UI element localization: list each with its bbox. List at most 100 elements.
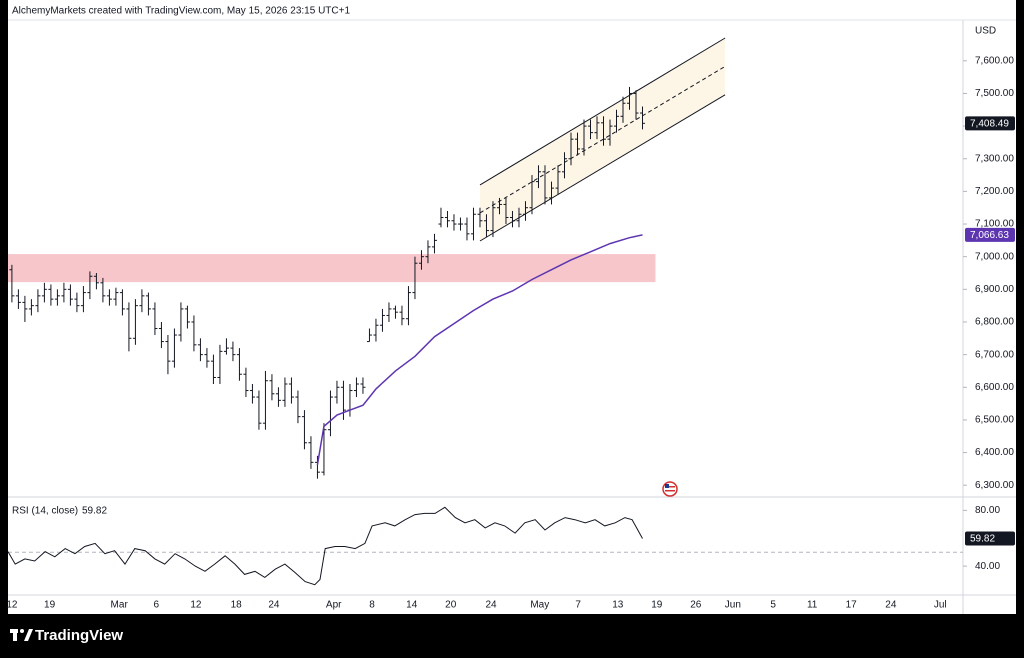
x-tick-label: 6 — [153, 600, 159, 611]
y-tick-label: 7,500.00 — [975, 88, 1014, 99]
ohlc-bar — [490, 201, 496, 238]
ohlc-bar — [80, 286, 86, 313]
ohlc-bar — [217, 344, 223, 385]
ohlc-bar — [353, 377, 359, 398]
x-tick-label: 24 — [885, 600, 897, 611]
x-tick-label: 11 — [807, 600, 818, 611]
ohlc-bar — [87, 271, 93, 300]
ohlc-bar — [626, 86, 632, 110]
ma-last-label-box — [965, 227, 1015, 242]
ohlc-bar — [633, 90, 639, 120]
x-tick-label: May — [530, 600, 549, 611]
y-tick-label: 6,800.00 — [975, 317, 1014, 328]
ohlc-bar — [191, 315, 197, 352]
ohlc-bar — [301, 410, 307, 450]
ohlc-bar — [509, 210, 515, 228]
ohlc-bar — [139, 289, 145, 313]
y-tick-label: 6,300.00 — [975, 480, 1014, 491]
rsi-line — [7, 506, 643, 586]
channel-upper — [479, 37, 726, 186]
x-tick-label: 24 — [268, 600, 280, 611]
ohlc-bar — [61, 282, 67, 303]
y-tick-label: 6,700.00 — [975, 349, 1014, 360]
y-tick-label: 7,200.00 — [975, 186, 1014, 197]
x-tick-label: 20 — [445, 600, 457, 611]
x-tick-label: 26 — [690, 600, 702, 611]
ohlc-bar — [145, 292, 151, 316]
y-tick-label: 7,000.00 — [975, 251, 1014, 262]
ohlc-bar — [360, 377, 366, 394]
ohlc-bar — [594, 116, 600, 140]
ohlc-bar — [438, 207, 444, 228]
ohlc-bar — [288, 377, 294, 404]
ohlc-bar — [113, 287, 119, 306]
ohlc-bar — [256, 390, 262, 430]
ohlc-bar — [171, 328, 177, 368]
zone — [8, 254, 656, 283]
ohlc-bar — [477, 207, 483, 228]
last-price-label-box — [965, 116, 1015, 131]
x-tick-label: Apr — [326, 600, 342, 611]
last-price-label: 7,408.49 — [970, 118, 1009, 129]
plot — [8, 37, 726, 479]
x-tick-label: 12 — [190, 600, 202, 611]
channel-lower — [479, 94, 726, 242]
ohlc-bar — [93, 273, 99, 290]
ohlc-bar — [613, 109, 619, 133]
ohlc-bar — [327, 390, 333, 437]
ohlc-bar — [412, 256, 418, 300]
ma-last-label: 7,066.63 — [970, 230, 1009, 241]
footer-brand: TradingView — [35, 627, 123, 644]
ohlc-bar — [15, 289, 21, 309]
ohlc-bar — [74, 292, 80, 313]
rsi-title: RSI (14, close) — [12, 506, 78, 517]
ohlc-bar — [197, 338, 203, 362]
ohlc-bar — [620, 96, 626, 123]
ohlc-bar — [262, 370, 268, 430]
ohlc-bar — [236, 348, 242, 381]
ohlc-bar — [431, 233, 437, 254]
ohlc-bar — [574, 132, 580, 156]
ohlc-bar — [249, 384, 255, 404]
ohlc-bar — [54, 289, 60, 306]
ohlc-bar — [399, 305, 405, 326]
x-tick-label: 7 — [575, 600, 581, 611]
ohlc-bar — [470, 207, 476, 241]
moving-average — [316, 234, 643, 466]
y-tick-label: 6,400.00 — [975, 447, 1014, 458]
ohlc-bar — [340, 380, 346, 420]
y-tick-label: 40.00 — [975, 561, 1000, 572]
rsi-last-label: 59.82 — [970, 534, 995, 545]
ohlc-bar — [9, 264, 15, 303]
ohlc-bar — [444, 210, 450, 228]
ohlc-bar — [373, 318, 379, 342]
y-tick-label: 6,600.00 — [975, 382, 1014, 393]
ohlc-bar — [451, 214, 457, 231]
ohlc-bar — [334, 380, 340, 404]
ohlc-bar — [295, 390, 301, 424]
ohlc-bar — [230, 341, 236, 362]
x-tick-label: 13 — [612, 600, 624, 611]
ohlc-bar — [535, 165, 541, 189]
flag-icon — [662, 481, 678, 497]
ohlc-bar — [210, 354, 216, 385]
ohlc-bar — [126, 302, 132, 352]
ohlc-bar — [483, 214, 489, 238]
ohlc-bar — [243, 367, 249, 398]
x-tick-label: 12 — [6, 600, 18, 611]
ohlc-bar — [308, 436, 314, 469]
ohlc-bar — [314, 455, 320, 479]
ohlc-bar — [568, 132, 574, 166]
ohlc-bar — [223, 338, 229, 355]
y-tick-label: 7,300.00 — [975, 153, 1014, 164]
ohlc-bar — [496, 197, 502, 215]
x-tick-label: 19 — [44, 600, 56, 611]
ohlc-bar — [542, 165, 548, 205]
ohlc-bar — [561, 152, 567, 179]
ohlc-bar — [158, 321, 164, 349]
ohlc-bar — [165, 335, 171, 375]
rsi-value: 59.82 — [82, 506, 107, 517]
channel-middle — [479, 65, 726, 214]
x-tick-label: Mar — [111, 600, 129, 611]
